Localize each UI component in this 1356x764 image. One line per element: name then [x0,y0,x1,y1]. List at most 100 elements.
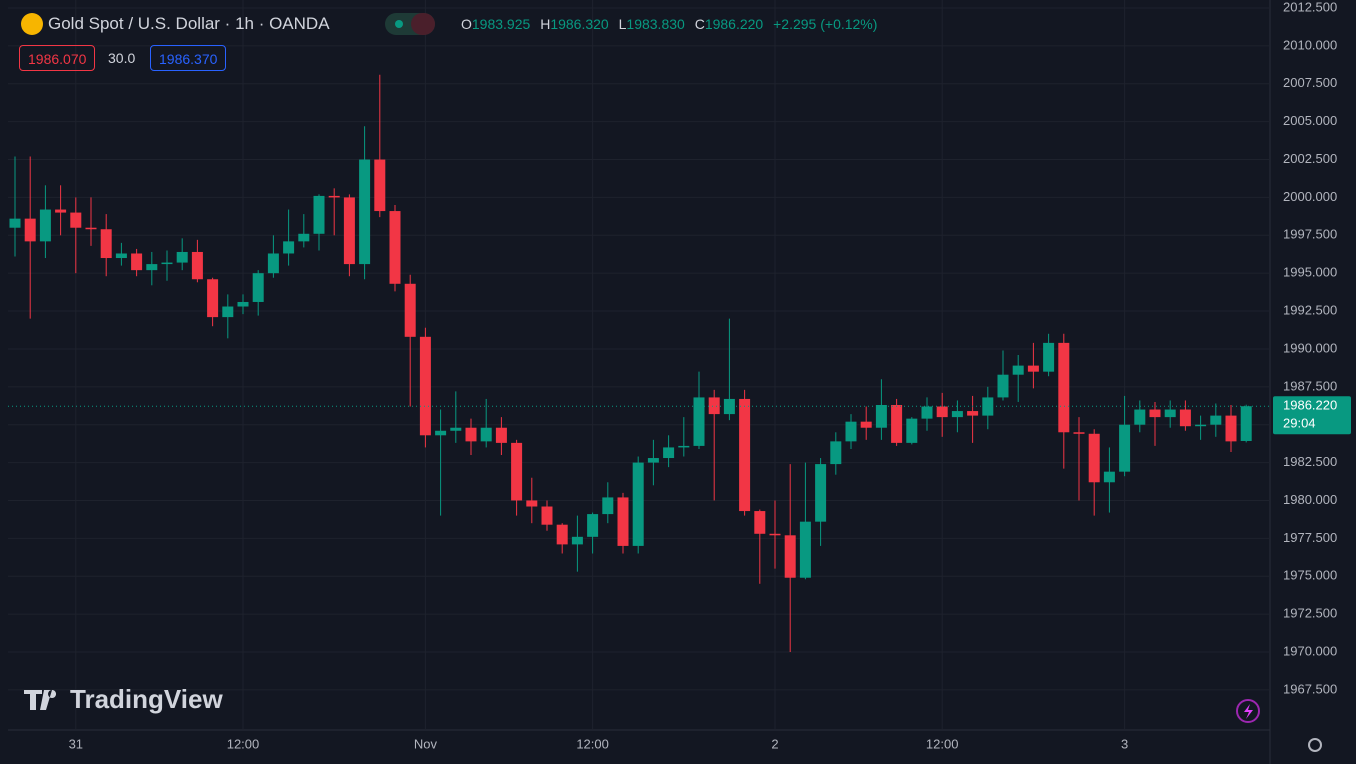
watermark-logo [24,690,57,710]
x-tick-label: 3 [1121,736,1128,751]
candle-body [374,159,386,212]
status-dot [395,20,403,28]
candle-body [511,442,523,501]
c-value: 1986.220 [704,16,764,32]
candle-body [678,445,690,448]
candle-body [1088,433,1100,483]
candle-body [450,427,462,431]
candle-body [404,283,416,337]
candle-body [115,253,127,259]
candle-body [419,336,431,436]
candle-body [24,218,36,242]
candle-body [739,398,751,512]
l-value: 1983.830 [626,16,685,32]
candle-body [891,405,903,443]
candle-body [997,374,1009,398]
candle-body [480,427,492,442]
candle-body [647,458,659,463]
candle-body [435,430,447,436]
candle-body [860,421,872,428]
candle-body [526,500,538,507]
candle-body [161,262,173,265]
candle-body [1240,406,1252,441]
spread: 30.0 [108,50,136,66]
candle-body [191,251,203,280]
candle-body [1043,342,1055,372]
candle-body [754,511,766,534]
candle-body [222,306,234,318]
candle-body [146,264,158,271]
candle-body [131,253,143,271]
y-tick-label: 1990.000 [1283,340,1337,355]
y-tick-label: 1975.000 [1283,568,1337,583]
y-tick-label: 1997.500 [1283,227,1337,242]
candle-body [313,195,325,234]
y-tick-label: 1982.500 [1283,454,1337,469]
candle-body [343,197,355,265]
candle-body [237,301,249,307]
settings-icon[interactable] [1308,738,1322,752]
y-tick-label: 2010.000 [1283,37,1337,52]
candle-body [556,524,568,545]
h-value: 1986.320 [550,16,609,32]
market-status[interactable] [385,13,435,35]
candle-body [936,406,948,418]
candle-body [663,447,675,459]
candle-body [1103,471,1115,483]
buy-button[interactable]: 1986.370 [150,45,227,71]
x-tick-label: Nov [414,736,438,751]
countdown: 29:04 [1283,416,1316,431]
candle-body [465,427,477,442]
c-letter: C [694,16,705,32]
candle-body [495,427,507,443]
x-tick-label: 31 [69,736,83,751]
y-tick-label: 1987.500 [1283,378,1337,393]
candle-body [632,462,644,546]
candle-body [830,441,842,465]
last-price-label: 1986.220 [1283,398,1337,413]
o-value: 1983.925 [471,16,531,32]
candle-body [9,218,21,228]
x-tick-label: 2 [771,736,778,751]
y-tick-label: 2000.000 [1283,189,1337,204]
candle-body [207,279,219,318]
y-tick-label: 1970.000 [1283,643,1337,658]
candle-body [1210,415,1222,425]
change: +2.295 (+0.12%) [773,16,878,32]
candle-body [982,397,994,416]
sell-button[interactable]: 1986.070 [19,45,96,71]
candle-body [55,209,67,213]
candle-body [875,405,887,428]
candle-body [967,411,979,416]
symbol-title[interactable]: Gold Spot / U.S. Dollar · 1h · OANDA [48,14,330,33]
candle-body [1058,342,1070,433]
candle-body [359,159,371,265]
candle-body [602,497,614,515]
candle-body [1179,409,1191,427]
flash-icon[interactable] [1236,699,1260,723]
candle-body [906,418,918,443]
candle-body [176,251,188,263]
candle-body [799,521,811,578]
candle-body [1073,432,1085,434]
candle-body [267,253,279,274]
candle-body [587,514,599,537]
ohlc-legend: O1983.925 H1986.320 L1983.830 C1986.220 … [455,16,877,32]
candle-body [571,536,583,545]
candle-body [100,229,112,259]
candle-body [298,233,310,242]
o-letter: O [461,16,472,32]
candle-body [769,533,781,536]
candle-body [617,497,629,546]
candle-body [1134,409,1146,425]
watermark: TradingView [70,684,223,714]
x-tick-label: 12:00 [576,736,609,751]
candle-body [328,195,340,198]
candle-body [845,421,857,442]
candle-body [1012,365,1024,375]
candle-body [85,227,97,230]
y-tick-label: 1967.500 [1283,681,1337,696]
y-tick-label: 2007.500 [1283,75,1337,90]
candle-body [1119,424,1131,472]
